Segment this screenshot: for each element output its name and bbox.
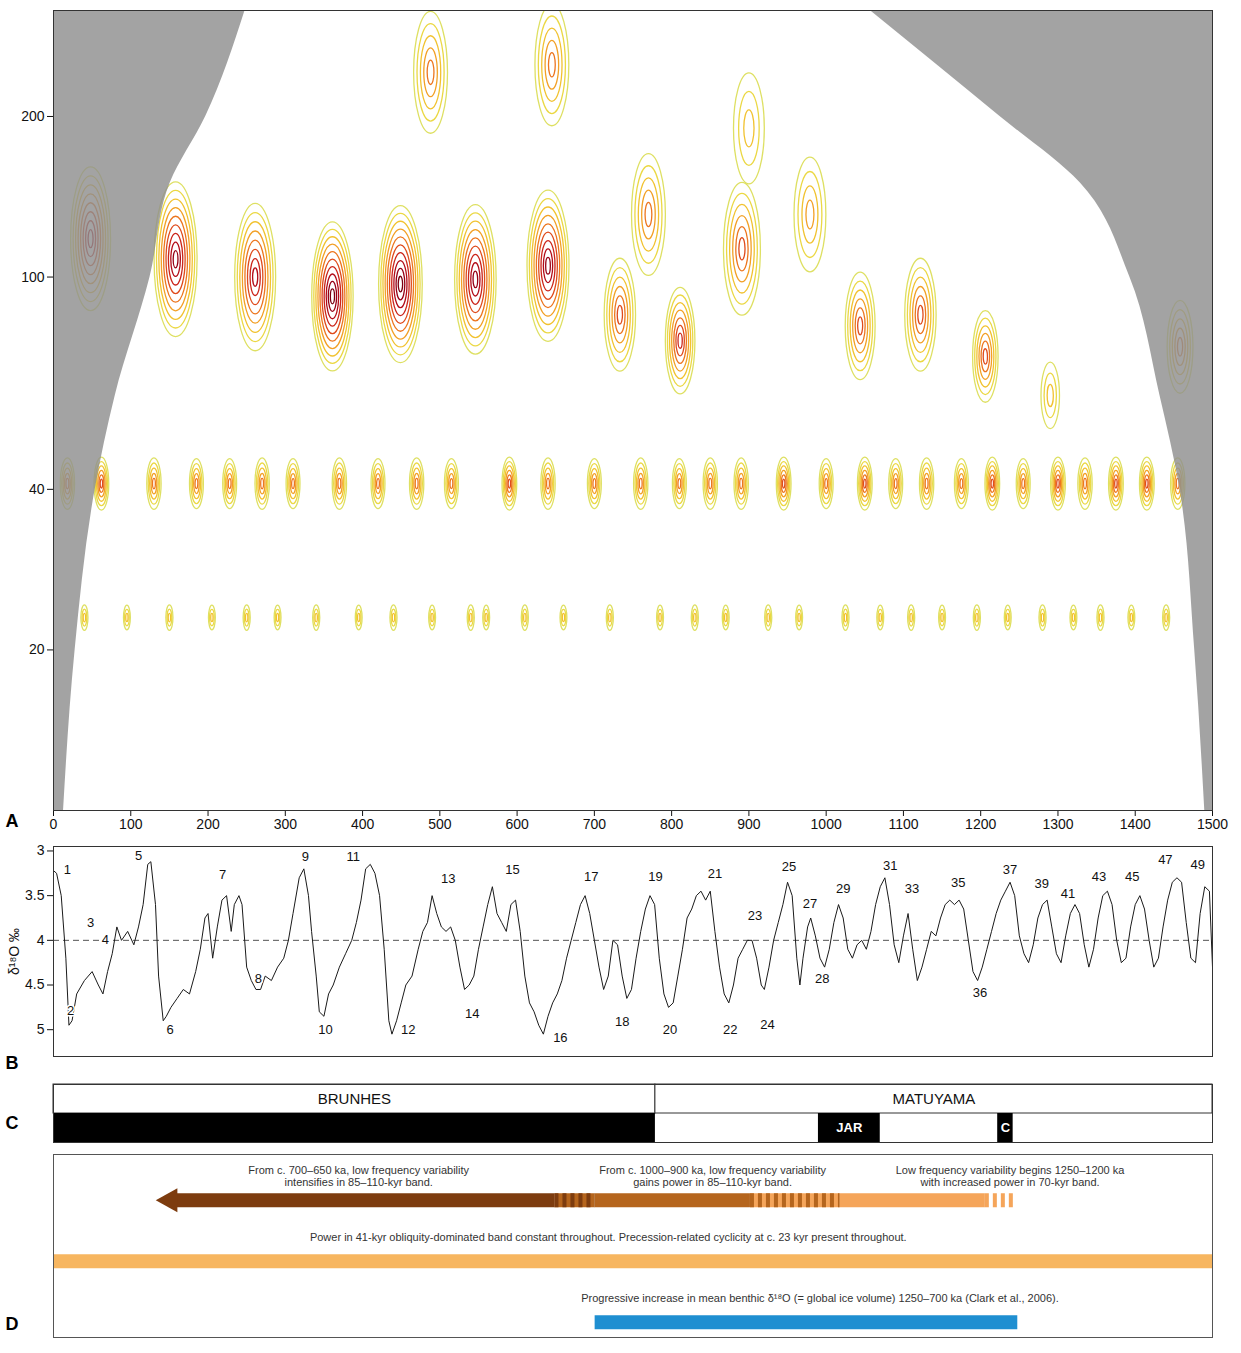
svg-text:7: 7 bbox=[219, 867, 226, 882]
svg-text:1: 1 bbox=[64, 862, 71, 877]
svg-text:8: 8 bbox=[255, 971, 262, 986]
svg-text:200: 200 bbox=[21, 108, 45, 124]
svg-text:31: 31 bbox=[883, 858, 897, 873]
svg-text:29: 29 bbox=[836, 881, 850, 896]
svg-text:BRUNHES: BRUNHES bbox=[318, 1090, 391, 1107]
svg-text:45: 45 bbox=[1125, 869, 1139, 884]
svg-text:33: 33 bbox=[905, 881, 919, 896]
svg-text:4: 4 bbox=[37, 932, 45, 948]
svg-text:From c. 700–650 ka, low freque: From c. 700–650 ka, low frequency variab… bbox=[248, 1164, 469, 1189]
svg-text:700: 700 bbox=[583, 816, 607, 832]
svg-text:12: 12 bbox=[401, 1022, 415, 1037]
svg-text:10: 10 bbox=[318, 1022, 332, 1037]
svg-text:4: 4 bbox=[102, 932, 109, 947]
svg-text:1100: 1100 bbox=[888, 816, 918, 832]
svg-text:200: 200 bbox=[196, 816, 220, 832]
svg-text:JAR: JAR bbox=[836, 1120, 863, 1135]
svg-text:16: 16 bbox=[553, 1030, 567, 1045]
svg-text:3: 3 bbox=[87, 915, 94, 930]
svg-text:1000: 1000 bbox=[811, 816, 842, 832]
svg-text:0: 0 bbox=[50, 816, 58, 832]
svg-text:3: 3 bbox=[37, 842, 45, 858]
svg-text:Low frequency variability begi: Low frequency variability begins 1250–12… bbox=[896, 1164, 1126, 1189]
svg-text:4.5: 4.5 bbox=[25, 976, 45, 992]
svg-text:21: 21 bbox=[708, 866, 722, 881]
svg-text:20: 20 bbox=[29, 641, 45, 657]
svg-text:Progressive increase in mean b: Progressive increase in mean benthic δ¹⁸… bbox=[581, 1292, 1059, 1304]
svg-text:Power in 41-kyr obliquity-domi: Power in 41-kyr obliquity-dominated band… bbox=[310, 1231, 907, 1243]
svg-text:28: 28 bbox=[815, 971, 829, 986]
svg-text:13: 13 bbox=[441, 871, 455, 886]
svg-text:11: 11 bbox=[347, 849, 361, 864]
svg-text:δ¹⁸O ‰: δ¹⁸O ‰ bbox=[6, 928, 22, 975]
svg-text:17: 17 bbox=[584, 869, 598, 884]
svg-text:A: A bbox=[6, 811, 19, 831]
svg-text:25: 25 bbox=[782, 859, 796, 874]
svg-text:1500: 1500 bbox=[1197, 816, 1228, 832]
svg-text:1300: 1300 bbox=[1042, 816, 1073, 832]
svg-text:18: 18 bbox=[615, 1014, 629, 1029]
svg-text:900: 900 bbox=[737, 816, 761, 832]
svg-text:47: 47 bbox=[1158, 852, 1172, 867]
svg-text:1200: 1200 bbox=[965, 816, 996, 832]
svg-text:27: 27 bbox=[803, 896, 817, 911]
svg-text:19: 19 bbox=[648, 869, 662, 884]
svg-text:41: 41 bbox=[1061, 886, 1075, 901]
svg-text:15: 15 bbox=[505, 862, 519, 877]
svg-text:5: 5 bbox=[37, 1021, 45, 1037]
svg-text:6: 6 bbox=[167, 1022, 174, 1037]
svg-text:22: 22 bbox=[723, 1022, 737, 1037]
svg-text:35: 35 bbox=[951, 875, 965, 890]
svg-text:MATUYAMA: MATUYAMA bbox=[893, 1090, 976, 1107]
svg-text:43: 43 bbox=[1092, 869, 1106, 884]
svg-text:100: 100 bbox=[119, 816, 143, 832]
svg-text:37: 37 bbox=[1003, 862, 1017, 877]
svg-text:3.5: 3.5 bbox=[25, 887, 45, 903]
svg-text:100: 100 bbox=[21, 269, 45, 285]
svg-text:39: 39 bbox=[1035, 876, 1049, 891]
svg-text:40: 40 bbox=[29, 481, 45, 497]
svg-text:C: C bbox=[1001, 1120, 1011, 1135]
svg-text:23: 23 bbox=[748, 908, 762, 923]
svg-text:14: 14 bbox=[465, 1006, 479, 1021]
svg-text:400: 400 bbox=[351, 816, 375, 832]
svg-text:C: C bbox=[6, 1113, 19, 1133]
svg-text:From c. 1000–900 ka, low frequ: From c. 1000–900 ka, low frequency varia… bbox=[599, 1164, 826, 1189]
svg-text:1400: 1400 bbox=[1120, 816, 1151, 832]
svg-text:9: 9 bbox=[302, 849, 309, 864]
svg-text:20: 20 bbox=[663, 1022, 677, 1037]
svg-text:300: 300 bbox=[274, 816, 298, 832]
svg-text:24: 24 bbox=[760, 1017, 774, 1032]
svg-text:36: 36 bbox=[973, 985, 987, 1000]
svg-text:5: 5 bbox=[135, 848, 142, 863]
svg-text:49: 49 bbox=[1191, 857, 1205, 872]
svg-text:2: 2 bbox=[67, 1003, 74, 1018]
svg-text:600: 600 bbox=[505, 816, 529, 832]
svg-text:B: B bbox=[6, 1053, 19, 1073]
svg-text:D: D bbox=[6, 1314, 19, 1334]
svg-text:800: 800 bbox=[660, 816, 684, 832]
svg-text:500: 500 bbox=[428, 816, 452, 832]
